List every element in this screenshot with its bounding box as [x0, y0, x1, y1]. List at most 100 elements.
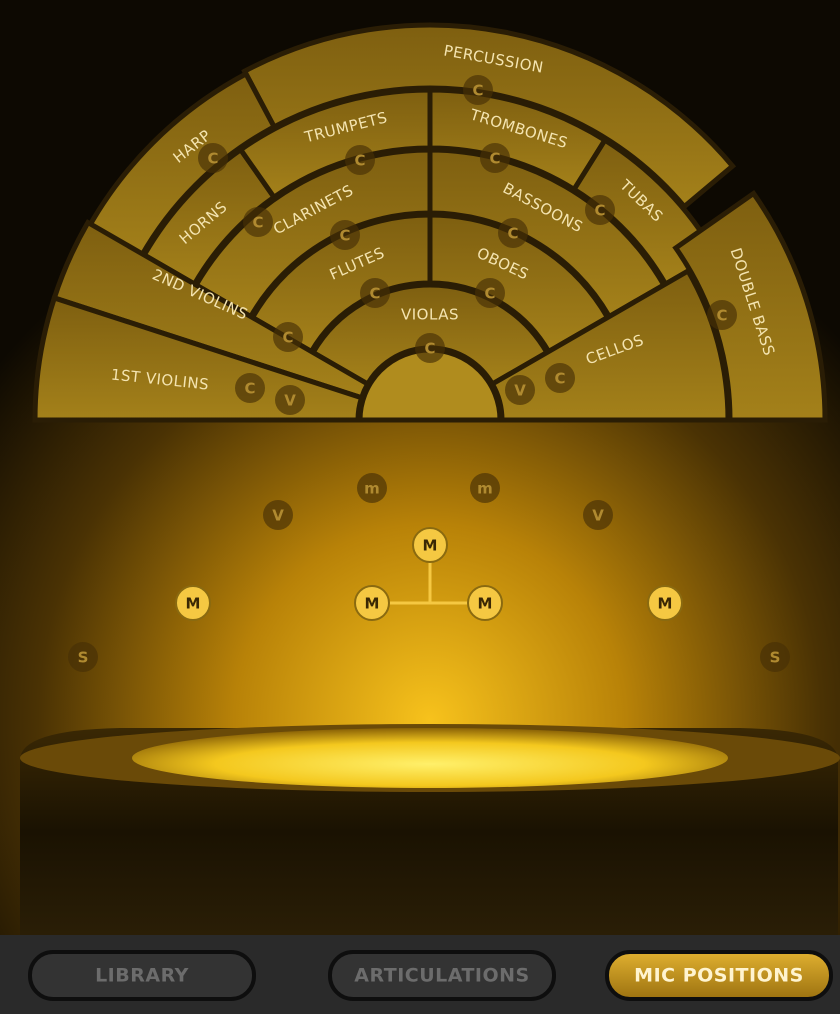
mic-label: C — [424, 340, 435, 358]
mic-label: C — [554, 370, 565, 388]
mic-button[interactable]: C — [235, 373, 265, 403]
mic-circle — [480, 143, 510, 173]
mic-circle — [415, 333, 445, 363]
mic-circle — [330, 220, 360, 250]
mic-label: C — [489, 150, 500, 168]
mic-button[interactable]: C — [498, 218, 528, 248]
mic-button[interactable]: m — [357, 473, 387, 503]
mic-button[interactable]: C — [585, 195, 615, 225]
mic-button[interactable]: C — [415, 333, 445, 363]
mic-button[interactable]: C — [345, 145, 375, 175]
tab-button[interactable]: MIC POSITIONS — [605, 950, 833, 1001]
tab-shape — [28, 950, 256, 1001]
tab-shape — [328, 950, 556, 1001]
mic-circle — [467, 585, 503, 621]
tab-button[interactable]: ARTICULATIONS — [328, 950, 556, 1001]
mic-circle — [243, 207, 273, 237]
tab-shape — [605, 950, 833, 1001]
mic-label: C — [339, 227, 350, 245]
section-shape[interactable] — [672, 189, 828, 423]
mic-circle — [360, 278, 390, 308]
mic-circle — [505, 375, 535, 405]
section-label: VIOLAS — [401, 306, 459, 324]
mic-label: M — [658, 595, 673, 613]
mic-label: C — [369, 285, 380, 303]
mic-button[interactable]: C — [273, 322, 303, 352]
tab-button[interactable]: LIBRARY — [28, 950, 256, 1001]
mic-circle — [175, 585, 211, 621]
mic-circle — [412, 527, 448, 563]
mic-circle — [235, 373, 265, 403]
mic-circle — [545, 363, 575, 393]
mic-button[interactable]: C — [330, 220, 360, 250]
mic-button[interactable]: C — [707, 300, 737, 330]
mic-label: S — [770, 649, 781, 667]
mic-button[interactable]: V — [583, 500, 613, 530]
mic-label: m — [477, 480, 493, 498]
mic-circle — [345, 145, 375, 175]
mic-button[interactable]: C — [360, 278, 390, 308]
mic-circle — [273, 322, 303, 352]
mic-button[interactable]: M — [647, 585, 683, 621]
tab-label: ARTICULATIONS — [354, 965, 530, 987]
mic-button[interactable]: M — [412, 527, 448, 563]
mic-label: M — [423, 537, 438, 555]
stage-floor — [20, 560, 840, 935]
mic-label: S — [78, 649, 89, 667]
mic-circle — [585, 195, 615, 225]
mic-circle — [357, 473, 387, 503]
mic-button[interactable]: S — [68, 642, 98, 672]
tab-label: MIC POSITIONS — [634, 965, 804, 987]
mic-label: V — [514, 382, 526, 400]
mic-button[interactable]: C — [463, 75, 493, 105]
mic-circle — [470, 473, 500, 503]
mic-label: C — [207, 150, 218, 168]
mic-button[interactable]: M — [354, 585, 390, 621]
mic-label: C — [507, 225, 518, 243]
mic-button[interactable]: M — [467, 585, 503, 621]
mic-circle — [498, 218, 528, 248]
mics: C C C C C C C C C C C C C V V C Cm m V V M M M M M S S — [68, 75, 790, 672]
mic-label: V — [284, 392, 296, 410]
mic-button[interactable]: V — [263, 500, 293, 530]
mic-label: M — [478, 595, 493, 613]
mic-circle — [583, 500, 613, 530]
mic-button[interactable]: m — [470, 473, 500, 503]
mic-button[interactable]: C — [198, 143, 228, 173]
mic-button[interactable]: C — [545, 363, 575, 393]
mic-button[interactable]: S — [760, 642, 790, 672]
mic-circle — [647, 585, 683, 621]
mic-label: C — [716, 307, 727, 325]
mic-label: C — [282, 329, 293, 347]
mic-circle — [707, 300, 737, 330]
mic-label: C — [252, 214, 263, 232]
mic-label: m — [364, 480, 380, 498]
mic-label: C — [484, 285, 495, 303]
mic-circle — [354, 585, 390, 621]
mic-label: V — [592, 507, 604, 525]
mic-circle — [263, 500, 293, 530]
mic-button[interactable]: V — [275, 385, 305, 415]
mic-label: C — [594, 202, 605, 220]
mic-label: M — [365, 595, 380, 613]
mic-label: C — [244, 380, 255, 398]
mic-circle — [760, 642, 790, 672]
mic-circle — [475, 278, 505, 308]
mic-button[interactable]: C — [243, 207, 273, 237]
mic-button[interactable]: C — [475, 278, 505, 308]
mic-button[interactable]: M — [175, 585, 211, 621]
mic-label: C — [472, 82, 483, 100]
mic-label: V — [272, 507, 284, 525]
mic-button[interactable]: V — [505, 375, 535, 405]
mic-circle — [68, 642, 98, 672]
tab-label: LIBRARY — [95, 965, 189, 987]
mic-label: C — [354, 152, 365, 170]
mic-label: M — [186, 595, 201, 613]
mic-button[interactable]: C — [480, 143, 510, 173]
mic-circle — [275, 385, 305, 415]
tabs: LIBRARY ARTICULATIONS MIC POSITIONS — [28, 950, 833, 1001]
stage-top — [132, 728, 728, 788]
